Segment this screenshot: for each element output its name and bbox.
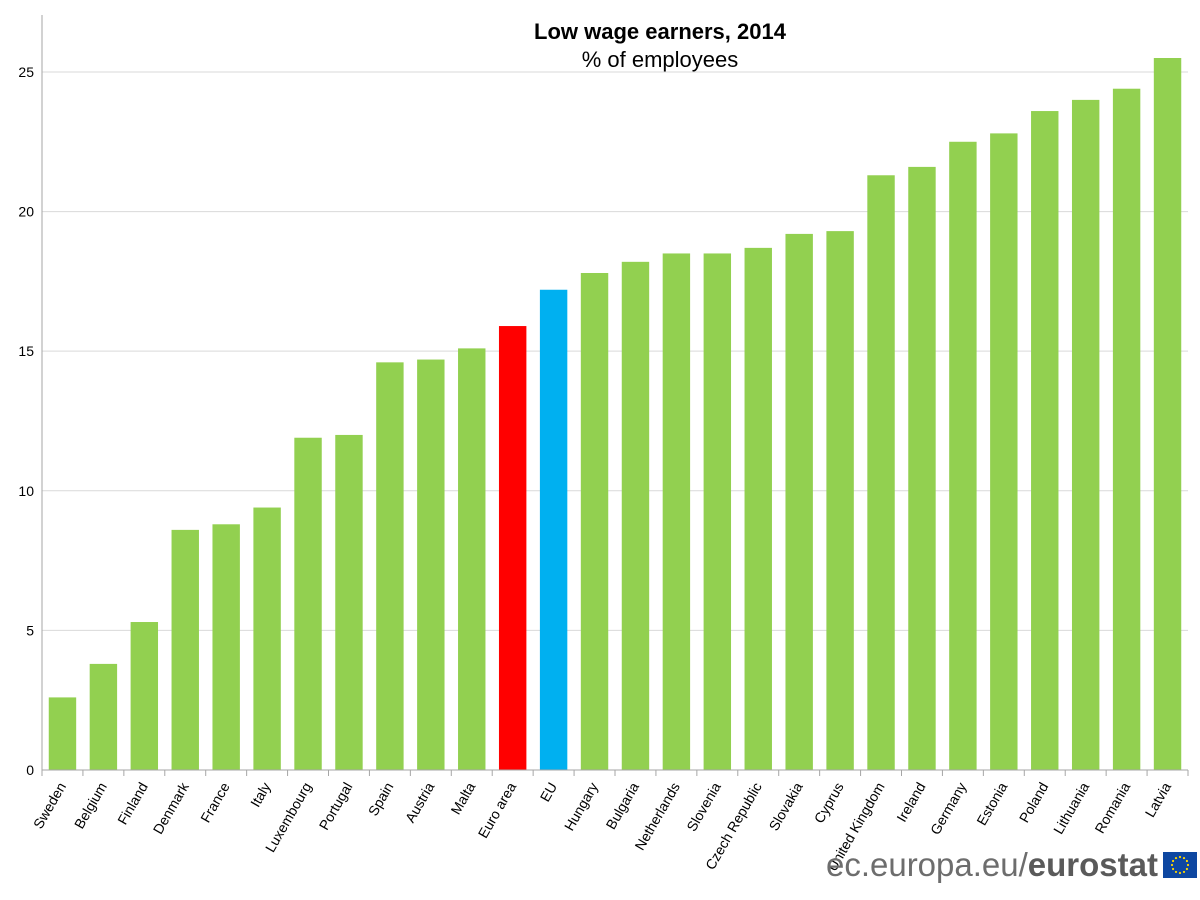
x-tick-label: Sweden [30,780,69,832]
bar [949,141,977,770]
bar [1031,111,1059,771]
bar [417,359,445,770]
x-tick-label: Bulgaria [603,779,643,832]
x-tick-label: Slovakia [765,779,805,833]
bar [908,166,936,771]
x-tick-label: Cyprus [811,780,847,826]
bar [171,529,199,770]
y-tick-label: 25 [18,64,34,80]
x-tick-label: Poland [1016,780,1052,826]
y-tick-label: 15 [18,343,34,359]
bars [48,58,1182,771]
bar [130,622,159,770]
chart-title: Low wage earners, 2014 [534,19,787,44]
bar [1071,99,1100,771]
footer-brand: eurostat [1028,846,1158,883]
x-tick-label: Romania [1091,779,1133,836]
x-tick-label: Belgium [71,780,110,832]
bar [48,697,77,770]
x-tick-label: Slovenia [683,779,724,834]
bar [580,272,609,770]
x-tick-label: Portugal [316,780,356,833]
x-tick-label: Spain [365,780,397,819]
y-axis-ticks: 0 5 10 15 20 25 [18,64,34,778]
x-tick-label: Denmark [150,779,193,837]
x-tick-label: Malta [447,779,478,817]
bar [539,289,568,770]
x-tick-label: Finland [114,780,151,828]
x-tick-label: Germany [927,779,970,837]
bar [498,326,527,770]
bar [744,247,772,770]
footer-site: ec.europa.eu/ [826,846,1029,883]
bar [1153,58,1182,770]
y-tick-label: 20 [18,204,34,220]
bar [785,233,813,770]
x-tick-label: Estonia [973,779,1010,828]
x-tick-label: Euro area [475,779,520,840]
eu-flag-icon [1163,852,1197,878]
x-tick-label: France [197,779,233,825]
bar [990,133,1018,770]
x-tick-label: Italy [247,780,274,810]
footer-text: ec.europa.eu/eurostat [826,846,1158,883]
bar [703,253,732,770]
bar [1112,88,1141,770]
bar [335,434,363,770]
bar [867,175,895,771]
chart-subtitle: % of employees [582,47,739,72]
x-tick-label: Latvia [1142,779,1175,820]
bar [253,507,281,770]
x-tick-label: Austria [402,779,438,825]
bar [826,231,854,771]
bar [89,663,118,770]
y-tick-label: 10 [18,483,34,499]
bar [376,362,404,770]
x-tick-label: Hungary [561,780,601,834]
footer-branding: ec.europa.eu/eurostat [826,846,1197,883]
bar [662,253,691,770]
bar [294,437,322,770]
bar [621,261,650,770]
y-tick-label: 0 [26,762,34,778]
axes [41,15,1189,776]
x-tick-label: EU [537,780,561,805]
bar [458,348,486,770]
x-tick-label: Lithuania [1050,779,1092,836]
bar [212,524,240,770]
x-tick-label: Ireland [893,780,928,825]
y-tick-label: 5 [26,622,34,638]
